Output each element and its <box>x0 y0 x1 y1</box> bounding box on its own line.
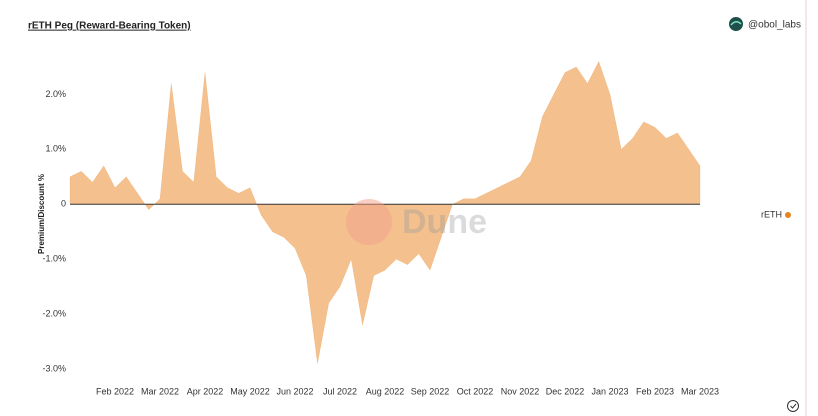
y-tick-label: 1.0% <box>45 144 66 154</box>
watermark: Dune <box>346 199 487 245</box>
x-tick-label: Jul 2022 <box>323 386 357 396</box>
watermark-logo <box>346 199 392 245</box>
watermark-text: Dune <box>402 203 487 241</box>
chart-title: rETH Peg (Reward-Bearing Token) <box>28 21 191 32</box>
status-check <box>790 403 797 409</box>
author-icon <box>729 17 743 31</box>
legend-swatch <box>785 212 791 218</box>
x-tick-label: Oct 2022 <box>457 386 494 396</box>
legend-label: rETH <box>761 209 782 219</box>
x-tick-label: May 2022 <box>230 386 270 396</box>
y-tick-label: -2.0% <box>42 308 66 318</box>
y-tick-label: -3.0% <box>42 363 66 373</box>
x-tick-label: Feb 2022 <box>96 386 134 396</box>
x-tick-label: Nov 2022 <box>501 386 540 396</box>
y-tick-label: 0 <box>61 199 66 209</box>
x-tick-label: Dec 2022 <box>546 386 585 396</box>
author: @obol_labs <box>748 20 801 31</box>
y-tick-label: 2.0% <box>45 89 66 99</box>
x-tick-label: Feb 2023 <box>636 386 674 396</box>
x-tick-label: Apr 2022 <box>187 386 224 396</box>
x-tick-label: Mar 2022 <box>141 386 179 396</box>
x-tick-label: Mar 2023 <box>681 386 719 396</box>
y-tick-label: -1.0% <box>42 254 66 264</box>
x-tick-label: Sep 2022 <box>411 386 450 396</box>
status-icon <box>787 400 799 412</box>
x-tick-label: Jan 2023 <box>591 386 628 396</box>
y-axis-label: Premium/Discount % <box>37 174 46 254</box>
x-tick-label: Jun 2022 <box>276 386 313 396</box>
author-icon-mark <box>730 21 742 26</box>
x-tick-label: Aug 2022 <box>366 386 405 396</box>
